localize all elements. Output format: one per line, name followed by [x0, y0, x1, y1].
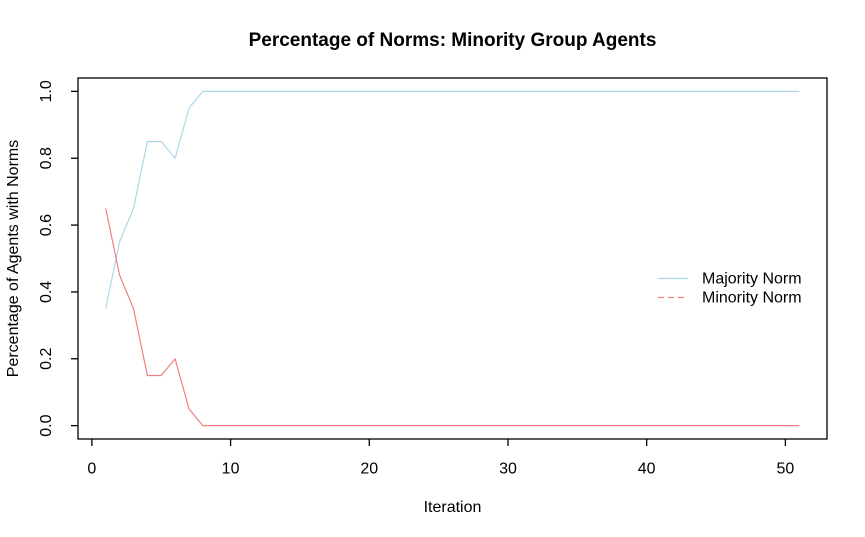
y-tick-label: 0.0	[38, 414, 55, 436]
y-axis-label: Percentage of Agents with Norms	[5, 140, 22, 377]
x-tick-label: 40	[638, 461, 656, 478]
plot-box	[77, 77, 828, 440]
x-tick-label: 10	[222, 461, 240, 478]
y-tick-label: 0.2	[38, 348, 55, 370]
x-tick-label: 0	[87, 461, 96, 478]
plot-area: 0 10 20 30 40 50 0.0 0.2 0.4 0.6 0.8 1.0	[38, 77, 828, 478]
legend: Majority Norm Minority Norm	[658, 271, 802, 307]
y-tick-label: 0.6	[38, 214, 55, 236]
series-line-minority-norm	[105, 208, 800, 427]
legend-label-minority-norm: Minority Norm	[702, 290, 802, 307]
x-tick-label: 30	[499, 461, 517, 478]
legend-label-majority-norm: Majority Norm	[702, 271, 802, 288]
series-line-majority-norm	[105, 90, 800, 309]
x-tick-label: 50	[776, 461, 794, 478]
x-tick-label: 20	[360, 461, 378, 478]
y-tick-label: 0.8	[38, 147, 55, 169]
y-tick-label: 1.0	[38, 80, 55, 102]
x-axis-label: Iteration	[424, 499, 482, 516]
chart-title: Percentage of Norms: Minority Group Agen…	[249, 30, 657, 51]
y-tick-label: 0.4	[38, 281, 55, 303]
